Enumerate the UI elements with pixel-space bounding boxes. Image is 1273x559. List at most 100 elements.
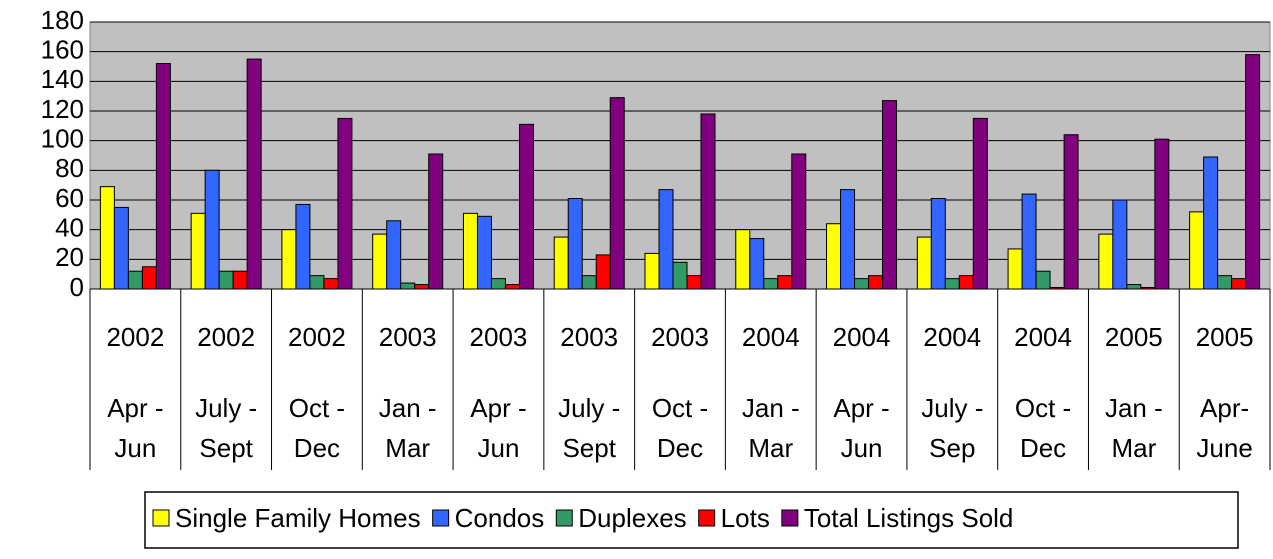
x-tick-label: Jun: [114, 433, 156, 463]
bar: [958, 275, 974, 290]
bar: [386, 220, 402, 290]
x-tick-label: 2005: [1105, 322, 1163, 352]
y-tick-label: 120: [41, 94, 84, 124]
bar: [232, 270, 248, 290]
bar: [1154, 138, 1170, 290]
x-tick-label: 2002: [288, 322, 346, 352]
x-tick-label: Oct -: [1015, 393, 1071, 423]
bar: [113, 206, 129, 290]
x-tick-label: Sept: [199, 433, 253, 463]
bar: [1126, 284, 1142, 290]
x-tick-label: 2003: [379, 322, 437, 352]
bar: [428, 153, 444, 290]
bar: [916, 236, 932, 290]
x-tick-label: Jan -: [742, 393, 800, 423]
bar: [218, 270, 234, 290]
y-tick-label: 20: [55, 242, 84, 272]
bar: [553, 236, 569, 290]
bar: [1203, 156, 1219, 290]
bar: [735, 229, 751, 290]
bar: [204, 169, 220, 290]
bar: [141, 266, 157, 290]
bar: [400, 282, 416, 290]
bar: [337, 117, 353, 290]
x-tick-label: Jun: [841, 433, 883, 463]
x-tick-label: Apr -: [107, 393, 163, 423]
bar: [826, 223, 842, 290]
bar: [791, 153, 807, 290]
y-tick-label: 60: [55, 183, 84, 213]
x-tick-label: Oct -: [652, 393, 708, 423]
bar: [749, 238, 765, 290]
x-tick-label: 2003: [470, 322, 528, 352]
x-tick-label: Dec: [294, 433, 340, 463]
legend-swatch: [698, 509, 716, 527]
legend-swatch: [555, 509, 573, 527]
legend-swatch: [432, 509, 450, 527]
bar: [595, 254, 611, 290]
bar: [700, 113, 716, 290]
bar: [190, 212, 206, 290]
x-tick-label: 2005: [1196, 322, 1254, 352]
x-tick-label: 2003: [651, 322, 709, 352]
bar: [295, 203, 311, 290]
bar: [658, 189, 674, 290]
x-tick-label: Apr -: [833, 393, 889, 423]
bar: [944, 278, 960, 290]
legend-label: Duplexes: [578, 503, 686, 533]
bar: [99, 186, 115, 290]
legend-label: Condos: [455, 503, 545, 533]
x-tick-label: 2004: [923, 322, 981, 352]
y-tick-label: 40: [55, 213, 84, 243]
x-tick-label: Dec: [1020, 433, 1066, 463]
bar: [246, 58, 262, 290]
x-tick-label: 2002: [106, 322, 164, 352]
y-tick-label: 100: [41, 124, 84, 154]
x-tick-label: Dec: [657, 433, 703, 463]
y-tick-label: 0: [70, 272, 84, 302]
bar: [567, 198, 583, 290]
legend-label: Total Listings Sold: [804, 503, 1014, 533]
bar: [372, 233, 388, 290]
y-tick-label: 140: [41, 64, 84, 94]
bar: [609, 97, 625, 290]
bar: [462, 212, 478, 290]
bar: [1021, 193, 1037, 290]
bar: [127, 270, 143, 290]
x-tick-label: Oct -: [289, 393, 345, 423]
x-tick-label: 2003: [560, 322, 618, 352]
x-tick-label: 2004: [1014, 322, 1072, 352]
bar: [281, 229, 297, 290]
legend-swatch: [781, 509, 799, 527]
bar: [868, 275, 884, 290]
plot-area: [89, 21, 1271, 290]
bar: [1112, 199, 1128, 290]
bar: [1217, 275, 1233, 290]
x-tick-label: July -: [558, 393, 620, 423]
bar: [686, 275, 702, 290]
x-tick-label: Apr -: [470, 393, 526, 423]
x-tick-label: 2004: [742, 322, 800, 352]
y-tick-label: 180: [41, 5, 84, 35]
x-tick-label: Jun: [478, 433, 520, 463]
x-tick-label: Apr-: [1200, 393, 1249, 423]
x-tick-label: 2004: [833, 322, 891, 352]
x-tick-label: July -: [921, 393, 983, 423]
y-tick-label: 80: [55, 153, 84, 183]
x-tick-label: Mar: [385, 433, 430, 463]
bar: [490, 278, 506, 290]
bar: [1245, 54, 1261, 290]
bar: [972, 117, 988, 290]
bar: [777, 275, 793, 290]
y-tick-label: 160: [41, 35, 84, 65]
bar: [854, 278, 870, 290]
legend-swatch: [152, 509, 170, 527]
bar: [504, 284, 520, 290]
bar: [1007, 248, 1023, 290]
x-tick-label: Sept: [562, 433, 616, 463]
bar: [476, 215, 492, 290]
legend: [144, 491, 1239, 549]
bar: [882, 100, 898, 290]
x-tick-label: Jan -: [379, 393, 437, 423]
